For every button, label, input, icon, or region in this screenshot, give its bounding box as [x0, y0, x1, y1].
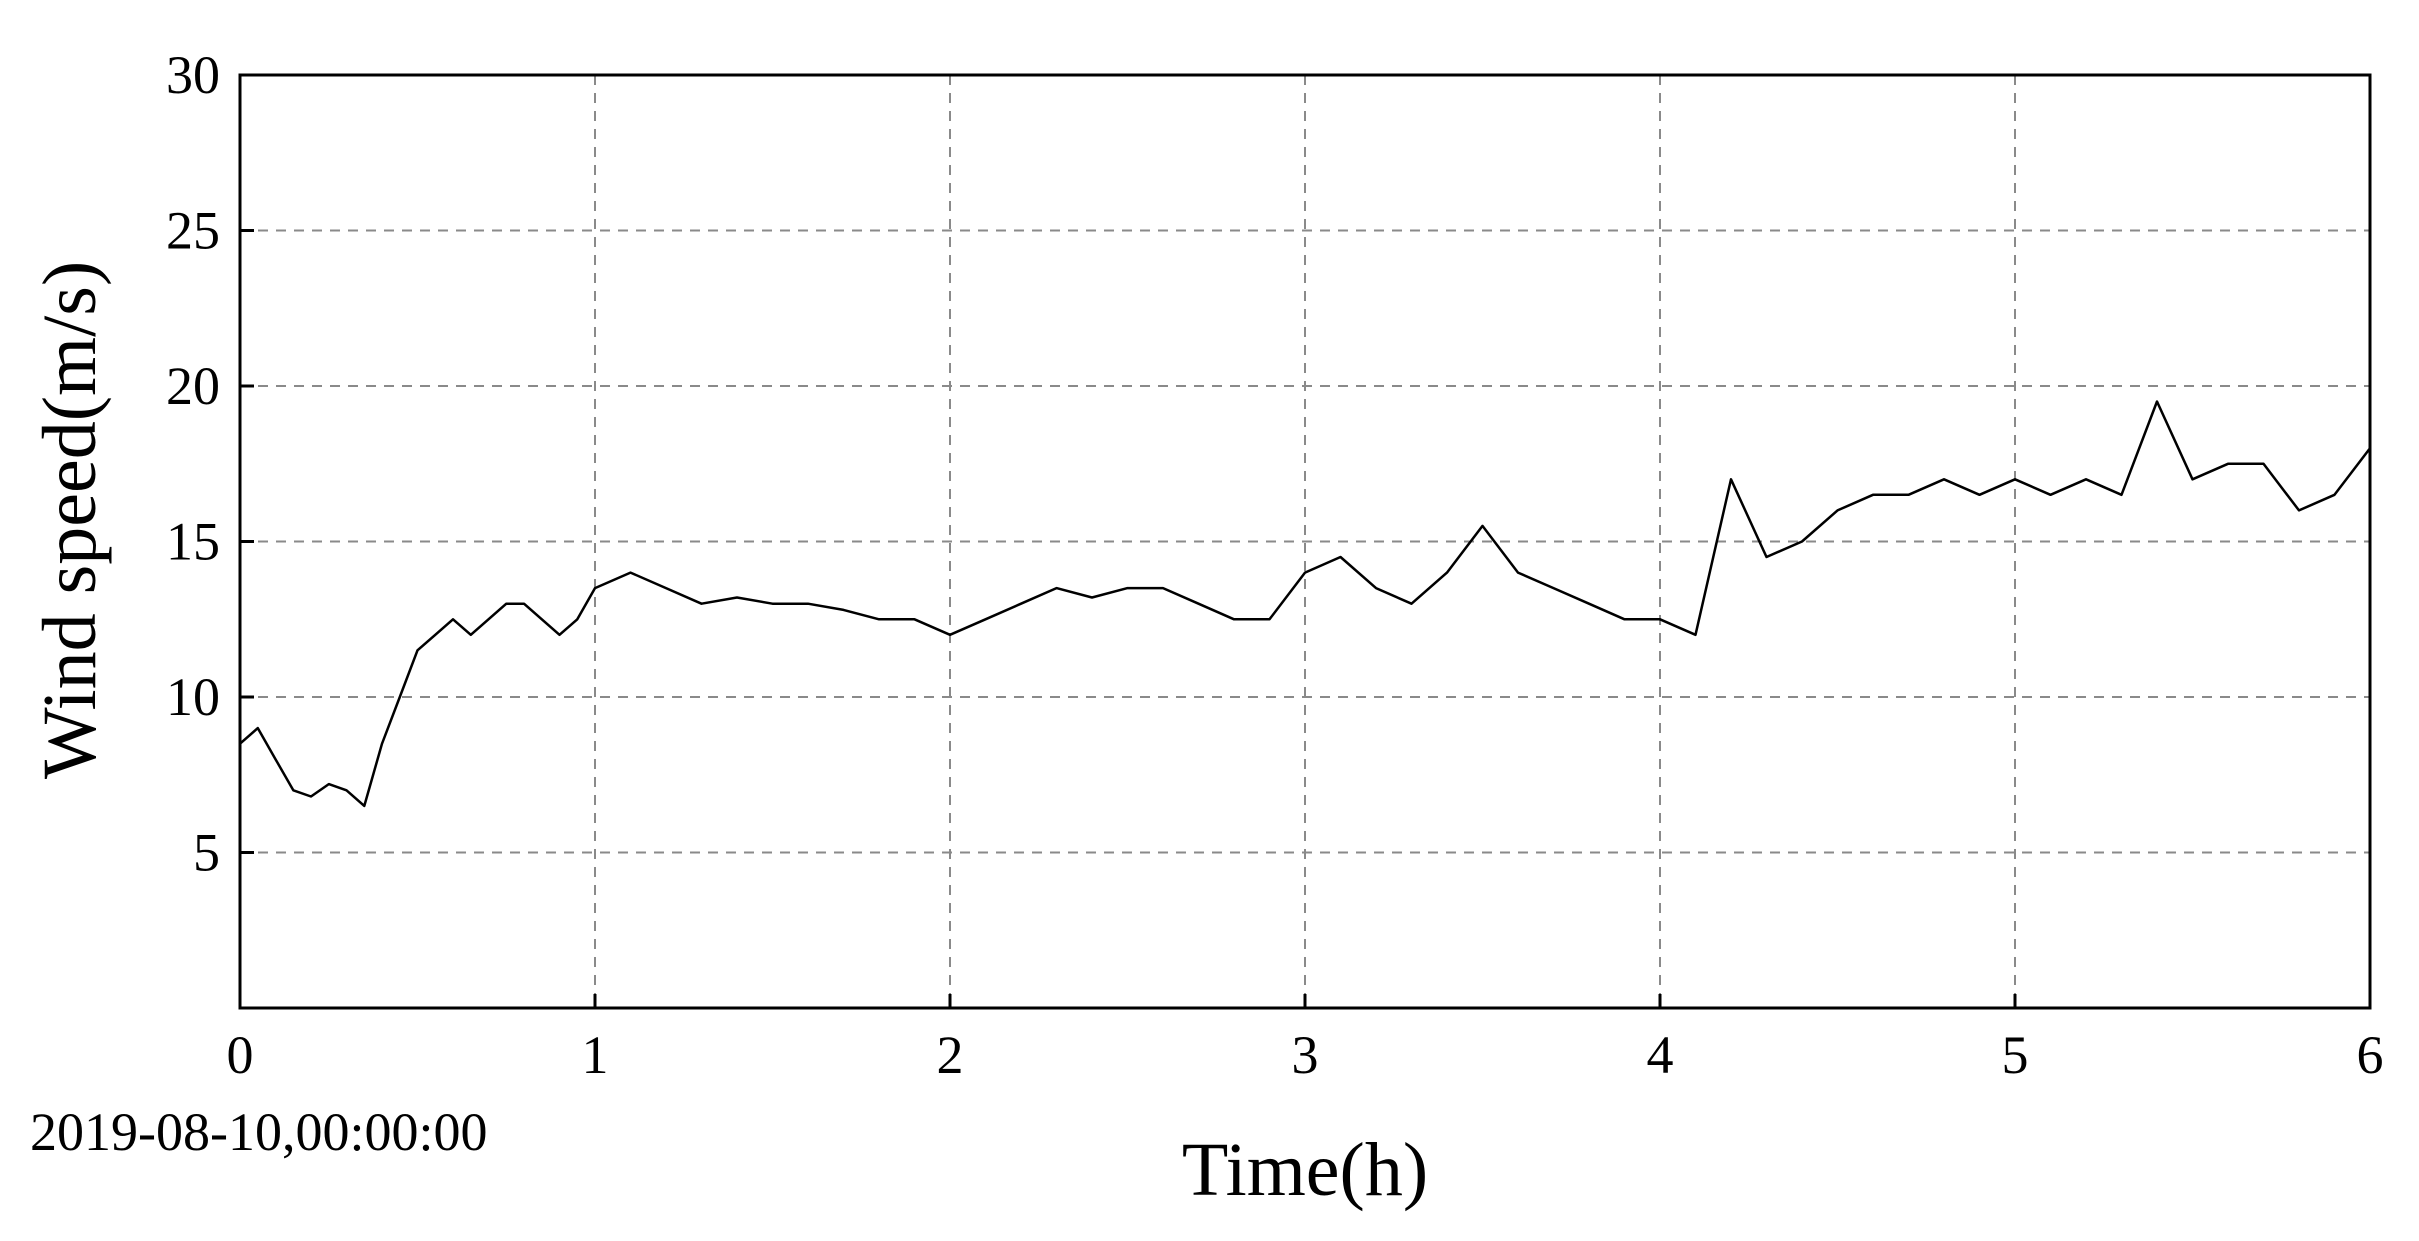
grid-lines	[240, 75, 2370, 1008]
x-tick-label: 1	[582, 1025, 609, 1085]
x-tick-label: 6	[2357, 1025, 2384, 1085]
y-tick-label: 10	[166, 667, 220, 727]
y-tick-label: 25	[166, 201, 220, 261]
x-tick-label: 5	[2002, 1025, 2029, 1085]
x-tick-label: 2	[937, 1025, 964, 1085]
x-tick-label: 3	[1292, 1025, 1319, 1085]
y-tick-label: 5	[193, 823, 220, 883]
wind-speed-series-line	[239, 400, 2371, 808]
y-axis-ticks: 5 10 15 20 25 30	[166, 45, 254, 883]
start-timestamp-label: 2019-08-10,00:00:00	[30, 1102, 487, 1162]
y-tick-label: 20	[166, 356, 220, 416]
x-axis-ticks: 0 1 2 3 4 5 6	[227, 994, 2384, 1085]
x-tick-label: 4	[1647, 1025, 1674, 1085]
y-tick-label: 15	[166, 512, 220, 572]
x-tick-label: 0	[227, 1025, 254, 1085]
y-axis-title: Wind speed(m/s)	[28, 261, 112, 779]
x-axis-title: Time(h)	[1182, 1128, 1428, 1212]
y-tick-label: 30	[166, 45, 220, 105]
